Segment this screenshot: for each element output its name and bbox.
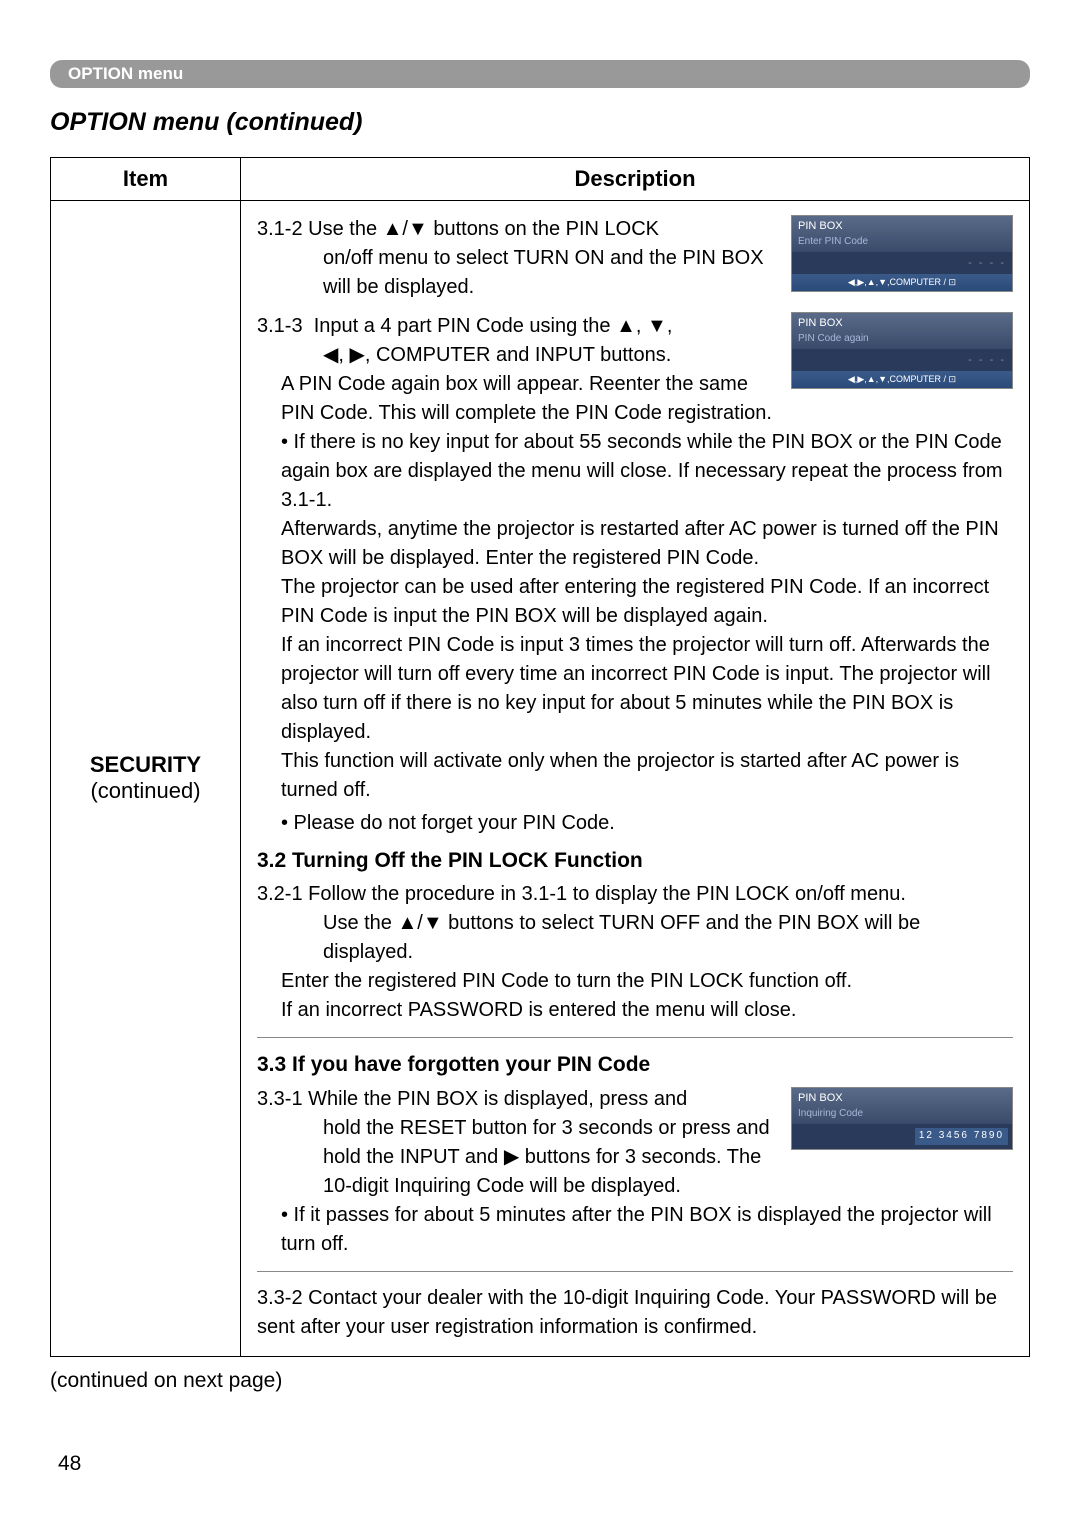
heading-33: 3.3 If you have forgotten your PIN Code	[257, 1050, 1013, 1080]
step-321-a: 3.2-1 Follow the procedure in 3.1-1 to d…	[257, 880, 1013, 909]
pin-box-dashes: - - - -	[792, 252, 1012, 274]
pin-box-sub: PIN Code again	[798, 332, 1006, 347]
step-321-c: Enter the registered PIN Code to turn th…	[257, 967, 1013, 996]
item-name: SECURITY	[67, 752, 224, 778]
continued-note: (continued on next page)	[50, 1369, 1030, 1393]
page-number: 48	[58, 1452, 81, 1476]
item-sub: (continued)	[67, 778, 224, 804]
header-bar-text: OPTION menu	[68, 64, 183, 83]
pin-box-sub: Inquiring Code	[798, 1107, 1006, 1122]
pin-box-sub: Enter PIN Code	[798, 235, 1006, 250]
pin-box-again: PIN BOX PIN Code again - - - - ◀,▶,▲,▼,C…	[791, 312, 1013, 389]
item-cell: SECURITY (continued)	[51, 201, 241, 1357]
pin-box-footer: ◀,▶,▲,▼,COMPUTER / ⊡	[792, 371, 1012, 388]
bullet-dontforget: • Please do not forget your PIN Code.	[257, 809, 1013, 838]
pin-box-title: PIN BOX	[798, 219, 1006, 235]
pin-box-title: PIN BOX	[798, 316, 1006, 332]
pin-box-footer: ◀,▶,▲,▼,COMPUTER / ⊡	[792, 274, 1012, 291]
pin-box-title: PIN BOX	[798, 1091, 1006, 1107]
main-table: Item Description SECURITY (continued) PI…	[50, 157, 1030, 1357]
separator	[257, 1271, 1013, 1272]
section-title: OPTION menu (continued)	[50, 108, 1030, 137]
pin-box-dashes: - - - -	[792, 349, 1012, 371]
header-bar: OPTION menu	[50, 60, 1030, 88]
step-332-text: 3.3-2 Contact your dealer with the 10-di…	[257, 1287, 997, 1338]
bullet-noinput: • If there is no key input for about 55 …	[257, 428, 1013, 515]
para-afterwards-3: If an incorrect PIN Code is input 3 time…	[257, 631, 1013, 747]
col-header-item: Item	[51, 158, 241, 201]
para-afterwards-1: Afterwards, anytime the projector is res…	[257, 515, 1013, 573]
step-321-b: Use the ▲/▼ buttons to select TURN OFF a…	[257, 909, 1013, 967]
step-321-d: If an incorrect PASSWORD is entered the …	[257, 996, 1013, 1025]
bullet-5min: • If it passes for about 5 minutes after…	[257, 1201, 1013, 1259]
step-332: 3.3-2 Contact your dealer with the 10-di…	[257, 1284, 1013, 1342]
pin-box-enter: PIN BOX Enter PIN Code - - - - ◀,▶,▲,▼,C…	[791, 215, 1013, 292]
col-header-description: Description	[241, 158, 1030, 201]
inquiring-code: 12 3456 7890	[915, 1128, 1008, 1145]
para-afterwards-4: This function will activate only when th…	[257, 747, 1013, 805]
description-cell: PIN BOX Enter PIN Code - - - - ◀,▶,▲,▼,C…	[241, 201, 1030, 1357]
para-afterwards-2: The projector can be used after entering…	[257, 573, 1013, 631]
separator	[257, 1037, 1013, 1038]
pin-box-inquiring: PIN BOX Inquiring Code 12 3456 7890	[791, 1087, 1013, 1150]
heading-32: 3.2 Turning Off the PIN LOCK Function	[257, 846, 1013, 876]
